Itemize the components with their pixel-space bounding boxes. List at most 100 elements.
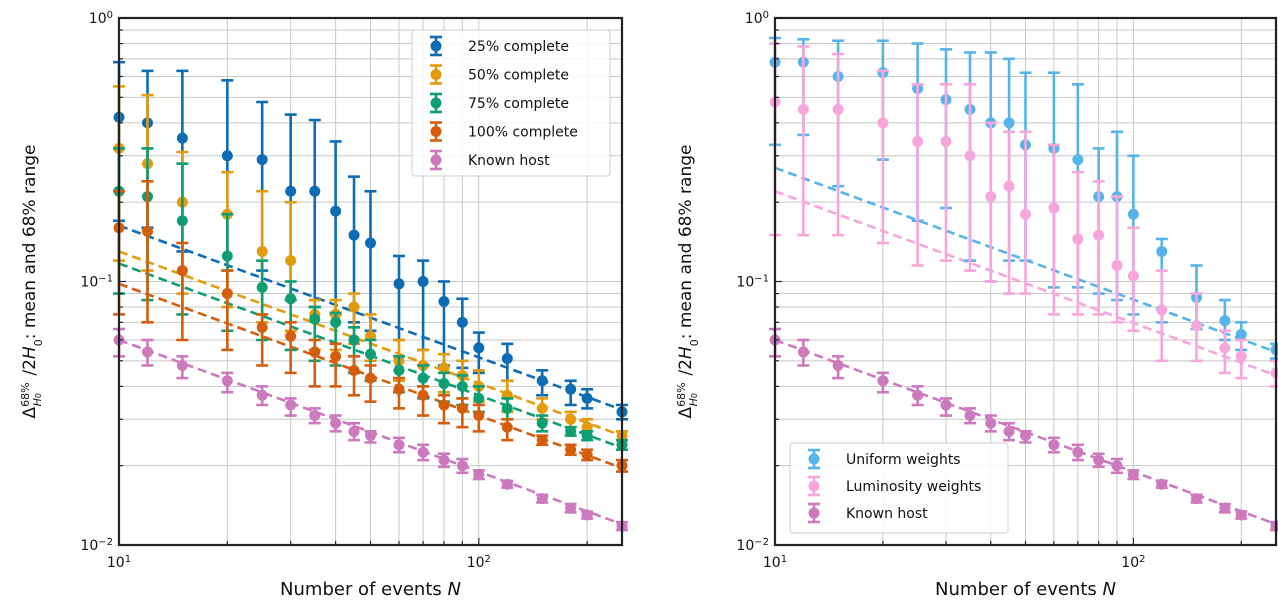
data-point bbox=[285, 399, 297, 411]
y-tick-label: 100 bbox=[89, 10, 113, 28]
legend-box bbox=[411, 29, 611, 177]
data-point bbox=[565, 444, 577, 456]
legend-item-25pct-complete: 25% complete bbox=[430, 35, 569, 57]
x-axis-label: Number of events N bbox=[280, 579, 461, 600]
legend-marker-dot bbox=[430, 154, 442, 166]
data-point bbox=[1020, 430, 1031, 442]
data-point bbox=[330, 350, 342, 362]
data-point bbox=[1072, 154, 1084, 166]
right-panel: 101 102 10−2 10−1 100 Number of events N Δ68%H… bbox=[675, 10, 1278, 600]
data-point bbox=[1235, 509, 1247, 521]
data-point bbox=[393, 364, 405, 376]
data-point bbox=[365, 430, 376, 442]
data-point bbox=[940, 399, 952, 411]
y-tick-label: 100 bbox=[745, 10, 769, 28]
data-point bbox=[438, 295, 450, 307]
legend-label: 75% complete bbox=[468, 96, 569, 112]
legend: Uniform weights Luminosity weights Known h… bbox=[789, 442, 1009, 534]
data-point bbox=[256, 321, 268, 333]
data-point bbox=[309, 410, 321, 422]
legend-box bbox=[789, 442, 1009, 534]
data-point bbox=[348, 425, 360, 437]
data-point bbox=[348, 301, 360, 313]
data-point bbox=[221, 288, 233, 300]
y-axis-label: Δ68%H0 /2H0: mean and 68% range bbox=[19, 145, 45, 419]
data-point bbox=[501, 353, 513, 365]
legend-item-uniform-weights: Uniform weights bbox=[808, 448, 961, 470]
data-point bbox=[536, 493, 548, 505]
legend-marker-dot bbox=[430, 69, 442, 80]
data-point bbox=[536, 402, 548, 414]
data-point bbox=[1219, 502, 1231, 514]
data-point bbox=[565, 425, 577, 437]
legend: 25% complete 50% complete 75% complete 100%… bbox=[411, 29, 611, 177]
legend-label: Luminosity weights bbox=[846, 479, 981, 495]
data-point bbox=[1219, 342, 1231, 354]
data-point bbox=[473, 469, 485, 481]
legend-label: Known host bbox=[846, 506, 928, 522]
legend-label: Known host bbox=[468, 153, 550, 169]
data-point bbox=[581, 421, 593, 433]
x-tick-label: 101 bbox=[763, 554, 787, 572]
series-known-host bbox=[113, 327, 628, 532]
data-point bbox=[176, 265, 188, 277]
legend-marker-dot bbox=[808, 507, 820, 519]
legend-marker-dot bbox=[430, 97, 442, 109]
data-point bbox=[985, 417, 997, 429]
data-point bbox=[330, 316, 342, 328]
data-point bbox=[565, 413, 577, 425]
data-point bbox=[912, 389, 924, 401]
data-point bbox=[1156, 304, 1168, 316]
data-point bbox=[565, 502, 577, 514]
x-tick-label: 101 bbox=[107, 554, 131, 572]
data-point bbox=[1190, 493, 1202, 505]
data-point bbox=[1156, 478, 1168, 490]
data-point bbox=[176, 215, 188, 227]
data-point bbox=[1003, 117, 1015, 129]
data-point bbox=[473, 342, 485, 354]
plot-frame bbox=[117, 16, 624, 547]
data-point bbox=[256, 389, 268, 401]
data-point bbox=[940, 135, 952, 147]
legend-marker-dot bbox=[430, 126, 442, 137]
data-point bbox=[1235, 350, 1247, 362]
data-point bbox=[348, 229, 360, 241]
data-point bbox=[456, 380, 468, 392]
data-point bbox=[1020, 208, 1031, 220]
data-point bbox=[501, 478, 513, 490]
data-point bbox=[417, 276, 429, 287]
data-point bbox=[393, 278, 405, 290]
legend-item-known-host: Known host bbox=[430, 149, 550, 171]
data-point bbox=[797, 103, 809, 115]
data-point bbox=[221, 375, 233, 387]
data-point bbox=[832, 359, 844, 371]
y-tick-label: 10−2 bbox=[80, 537, 113, 555]
data-point bbox=[1003, 180, 1015, 192]
legend-item-known-host: Known host bbox=[808, 502, 928, 524]
legend-label: Uniform weights bbox=[846, 452, 961, 468]
data-point bbox=[581, 392, 593, 404]
data-point bbox=[456, 316, 468, 328]
data-point bbox=[581, 449, 593, 461]
legend-marker-dot bbox=[808, 453, 820, 465]
data-point bbox=[176, 359, 188, 371]
data-point bbox=[1093, 454, 1105, 466]
series-uniform-weights bbox=[769, 36, 1278, 360]
data-point bbox=[1093, 229, 1105, 241]
data-point bbox=[581, 430, 593, 442]
legend-marker-dot bbox=[430, 40, 442, 52]
data-point bbox=[141, 225, 153, 237]
data-point bbox=[536, 375, 548, 387]
series-luminosity-weights bbox=[769, 42, 1278, 388]
data-point bbox=[501, 421, 513, 433]
data-point bbox=[438, 399, 450, 411]
data-point bbox=[536, 417, 548, 429]
data-point bbox=[877, 375, 889, 387]
data-point bbox=[964, 150, 976, 162]
data-point bbox=[330, 205, 342, 217]
data-point bbox=[1156, 245, 1168, 257]
data-point bbox=[1048, 202, 1060, 214]
legend-label: 25% complete bbox=[468, 39, 569, 55]
data-point bbox=[581, 509, 593, 521]
